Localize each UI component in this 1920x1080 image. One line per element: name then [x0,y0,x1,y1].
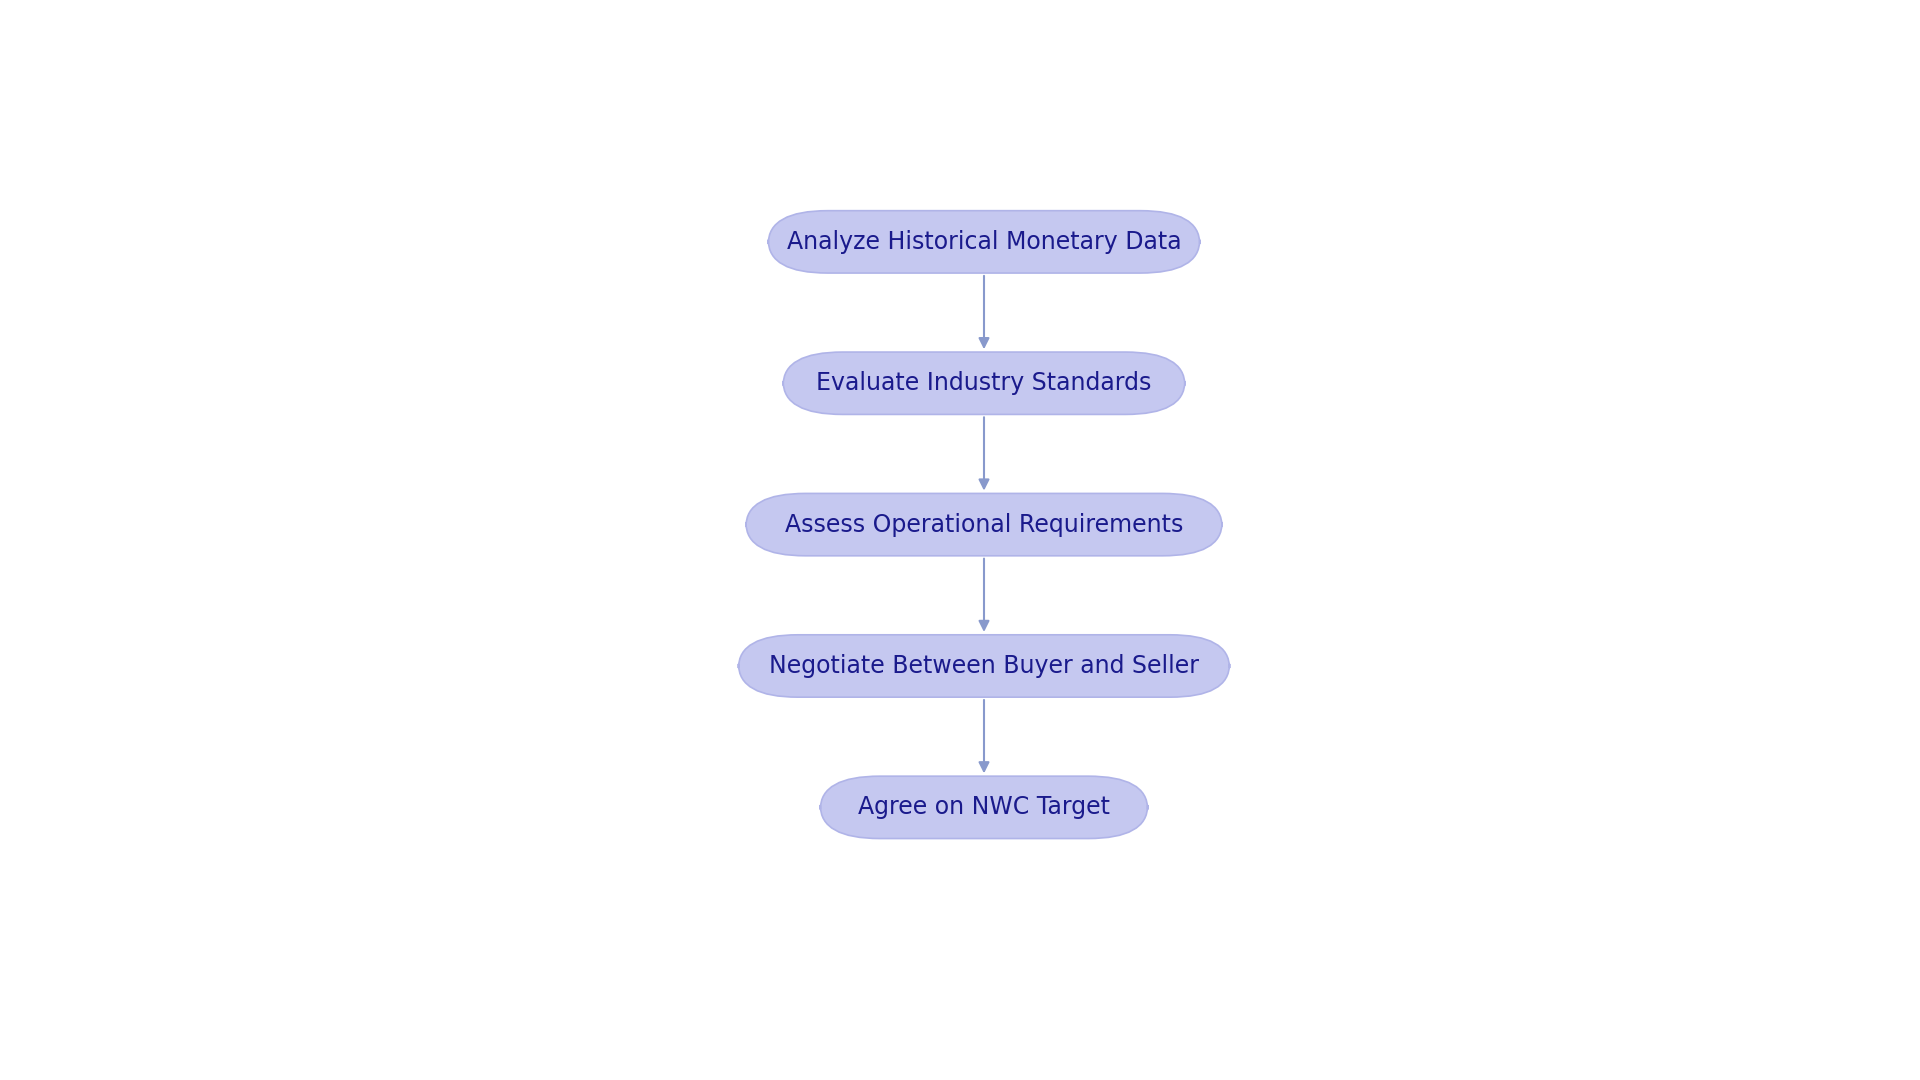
FancyBboxPatch shape [768,211,1200,273]
FancyBboxPatch shape [739,635,1229,698]
FancyBboxPatch shape [783,352,1185,415]
Text: Evaluate Industry Standards: Evaluate Industry Standards [816,372,1152,395]
FancyBboxPatch shape [745,494,1221,556]
Text: Assess Operational Requirements: Assess Operational Requirements [785,513,1183,537]
FancyBboxPatch shape [820,777,1148,838]
Text: Agree on NWC Target: Agree on NWC Target [858,795,1110,820]
Text: Analyze Historical Monetary Data: Analyze Historical Monetary Data [787,230,1181,254]
Text: Negotiate Between Buyer and Seller: Negotiate Between Buyer and Seller [770,654,1198,678]
